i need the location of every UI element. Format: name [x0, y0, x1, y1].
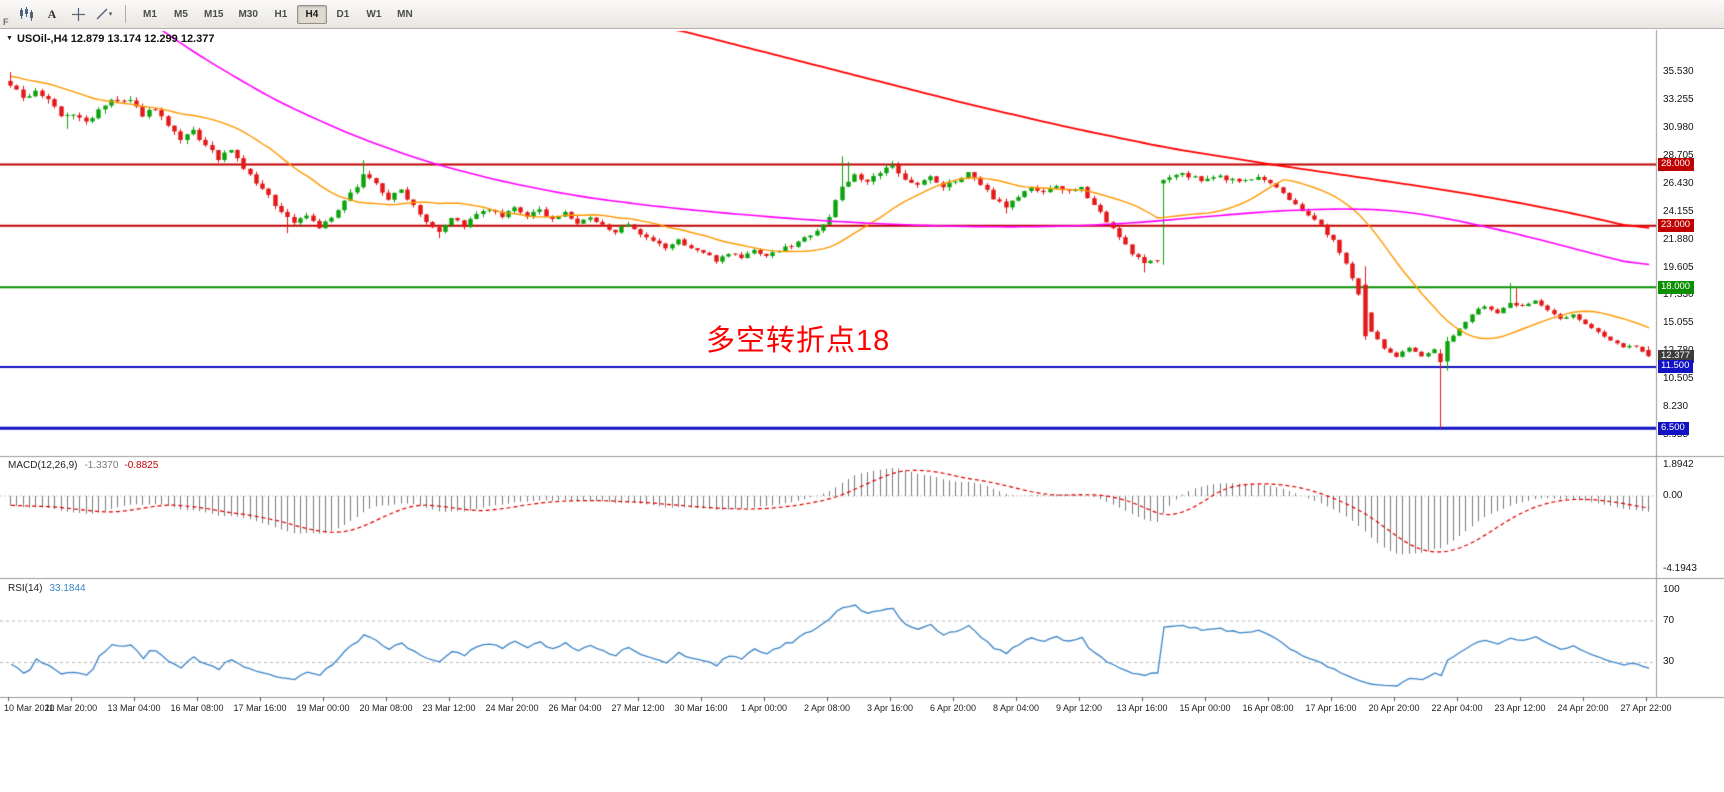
price-tag-23.000: 23.000 — [1658, 219, 1695, 233]
timeframe-button-h1[interactable]: H1 — [274, 8, 288, 20]
time-axis-label: 19 Mar 00:00 — [296, 703, 350, 713]
chart-toolbar: A ▾ M1 M5 M15 M30 H1 H4 D1 W1 MN F — [0, 0, 1724, 29]
time-axis-label: 15 Apr 00:00 — [1179, 703, 1231, 713]
candlestick-chart-icon — [19, 7, 33, 21]
price-tag-12.377: 12.377 — [1658, 349, 1695, 363]
macd-label: MACD(12,26,9) -1.3370 -0.8825 — [8, 460, 158, 471]
time-axis-label: 24 Apr 20:00 — [1557, 703, 1609, 713]
time-axis-label: 20 Apr 20:00 — [1368, 703, 1420, 713]
annotation-text: 多空转折点18 — [706, 325, 891, 357]
rsi-axis-label: 100 — [1663, 584, 1680, 595]
cursor-mode-button[interactable]: A — [40, 3, 64, 25]
time-axis-label: 17 Mar 16:00 — [233, 703, 287, 713]
rsi-axis-label: 30 — [1663, 656, 1675, 668]
price-axis-label: 10.505 — [1663, 373, 1694, 385]
chart-title: ▼ USOil-,H4 12.879 13.174 12.299 12.377 — [6, 33, 214, 45]
price-tag-18.000: 18.000 — [1658, 280, 1695, 294]
timeframe-button-m5[interactable]: M5 — [174, 8, 188, 20]
price-tag-6.500: 6.500 — [1658, 421, 1689, 435]
time-axis-label: 13 Mar 04:00 — [107, 703, 161, 713]
time-axis-label: 16 Mar 08:00 — [170, 703, 224, 713]
trendline-icon — [96, 8, 108, 20]
timeframe-button-w1[interactable]: W1 — [366, 8, 382, 20]
price-axis-label: 33.255 — [1663, 93, 1694, 105]
time-axis-label: 6 Apr 20:00 — [929, 703, 977, 713]
time-axis-label: 23 Mar 12:00 — [422, 703, 476, 713]
price-axis-label: 17.330 — [1663, 289, 1694, 301]
price-tag-11.500: 11.500 — [1658, 360, 1694, 374]
timeframe-button-m30[interactable]: M30 — [238, 8, 258, 20]
price-tag-28.000: 28.000 — [1658, 157, 1695, 171]
macd-main-value: -1.3370 — [84, 460, 119, 471]
timeframe-button-mn[interactable]: MN — [397, 8, 413, 20]
rsi-name: RSI(14) — [8, 583, 43, 594]
crosshair-icon — [71, 7, 85, 21]
time-axis-label: 10 Mar 2020 — [4, 703, 55, 713]
macd-axis-label: 0.00 — [1663, 490, 1683, 501]
toolbar-separator — [125, 5, 126, 23]
chart-type-button[interactable] — [14, 3, 38, 25]
macd-axis-label: 1.8942 — [1663, 459, 1694, 470]
time-axis-label: 20 Mar 08:00 — [359, 703, 413, 713]
time-axis-label: 30 Mar 16:00 — [674, 703, 728, 713]
time-axis-label: 1 Apr 00:00 — [740, 703, 788, 713]
toolbar-f-label: F — [3, 17, 9, 27]
time-axis-label: 9 Apr 12:00 — [1055, 703, 1103, 713]
time-axis-label: 27 Apr 22:00 — [1620, 703, 1672, 713]
timeframe-button-m1[interactable]: M1 — [143, 8, 157, 20]
time-axis-label: 27 Mar 12:00 — [611, 703, 665, 713]
time-axis-label: 22 Apr 04:00 — [1431, 703, 1483, 713]
price-axis-label: 35.530 — [1663, 66, 1694, 77]
price-axis-label: 26.430 — [1663, 177, 1694, 189]
time-axis-label: 13 Apr 16:00 — [1116, 703, 1168, 713]
time-axis-label: 17 Apr 16:00 — [1305, 703, 1357, 713]
macd-name: MACD(12,26,9) — [8, 460, 78, 471]
crosshair-button[interactable] — [66, 3, 90, 25]
time-axis-label: 24 Mar 20:00 — [485, 703, 539, 713]
rsi-value: 33.1844 — [49, 583, 86, 594]
time-axis-label: 8 Apr 04:00 — [992, 703, 1040, 713]
timeframe-button-m15[interactable]: M15 — [204, 8, 224, 20]
timeframe-button-h4[interactable]: H4 — [296, 4, 327, 24]
timeframe-button-d1[interactable]: D1 — [336, 8, 350, 20]
price-axis-label: 21.880 — [1663, 233, 1694, 245]
time-axis-label: 3 Apr 16:00 — [866, 703, 914, 713]
time-axis-label: 16 Apr 08:00 — [1242, 703, 1294, 713]
macd-signal-value: -0.8825 — [124, 460, 159, 471]
collapse-triangle-icon[interactable]: ▼ — [6, 35, 13, 42]
price-axis-label: 8.230 — [1663, 401, 1689, 413]
time-axis-label: 2 Apr 08:00 — [803, 703, 851, 713]
cursor-a-icon: A — [47, 6, 57, 21]
chart-title-text: USOil-,H4 12.879 13.174 12.299 12.377 — [16, 33, 215, 45]
caret-down-icon: ▾ — [108, 11, 113, 18]
timeframe-group: M1 M5 M15 M30 H1 H4 D1 W1 MN — [135, 4, 420, 24]
rsi-label: RSI(14) 33.1844 — [8, 583, 86, 594]
price-axis-label: 19.605 — [1663, 261, 1694, 273]
price-axis-label: 24.155 — [1663, 205, 1694, 217]
time-axis-label: 23 Apr 12:00 — [1494, 703, 1546, 713]
price-axis-label: 15.055 — [1663, 317, 1694, 329]
price-axis-label: 28.705 — [1663, 149, 1694, 161]
rsi-axis-label: 70 — [1663, 615, 1675, 627]
time-axis-label: 11 Mar 20:00 — [44, 703, 98, 713]
macd-axis-label: -4.1943 — [1663, 563, 1697, 575]
price-axis-label: 30.980 — [1663, 121, 1694, 133]
objects-button[interactable]: ▾ — [92, 3, 116, 25]
time-axis-label: 26 Mar 04:00 — [548, 703, 602, 713]
